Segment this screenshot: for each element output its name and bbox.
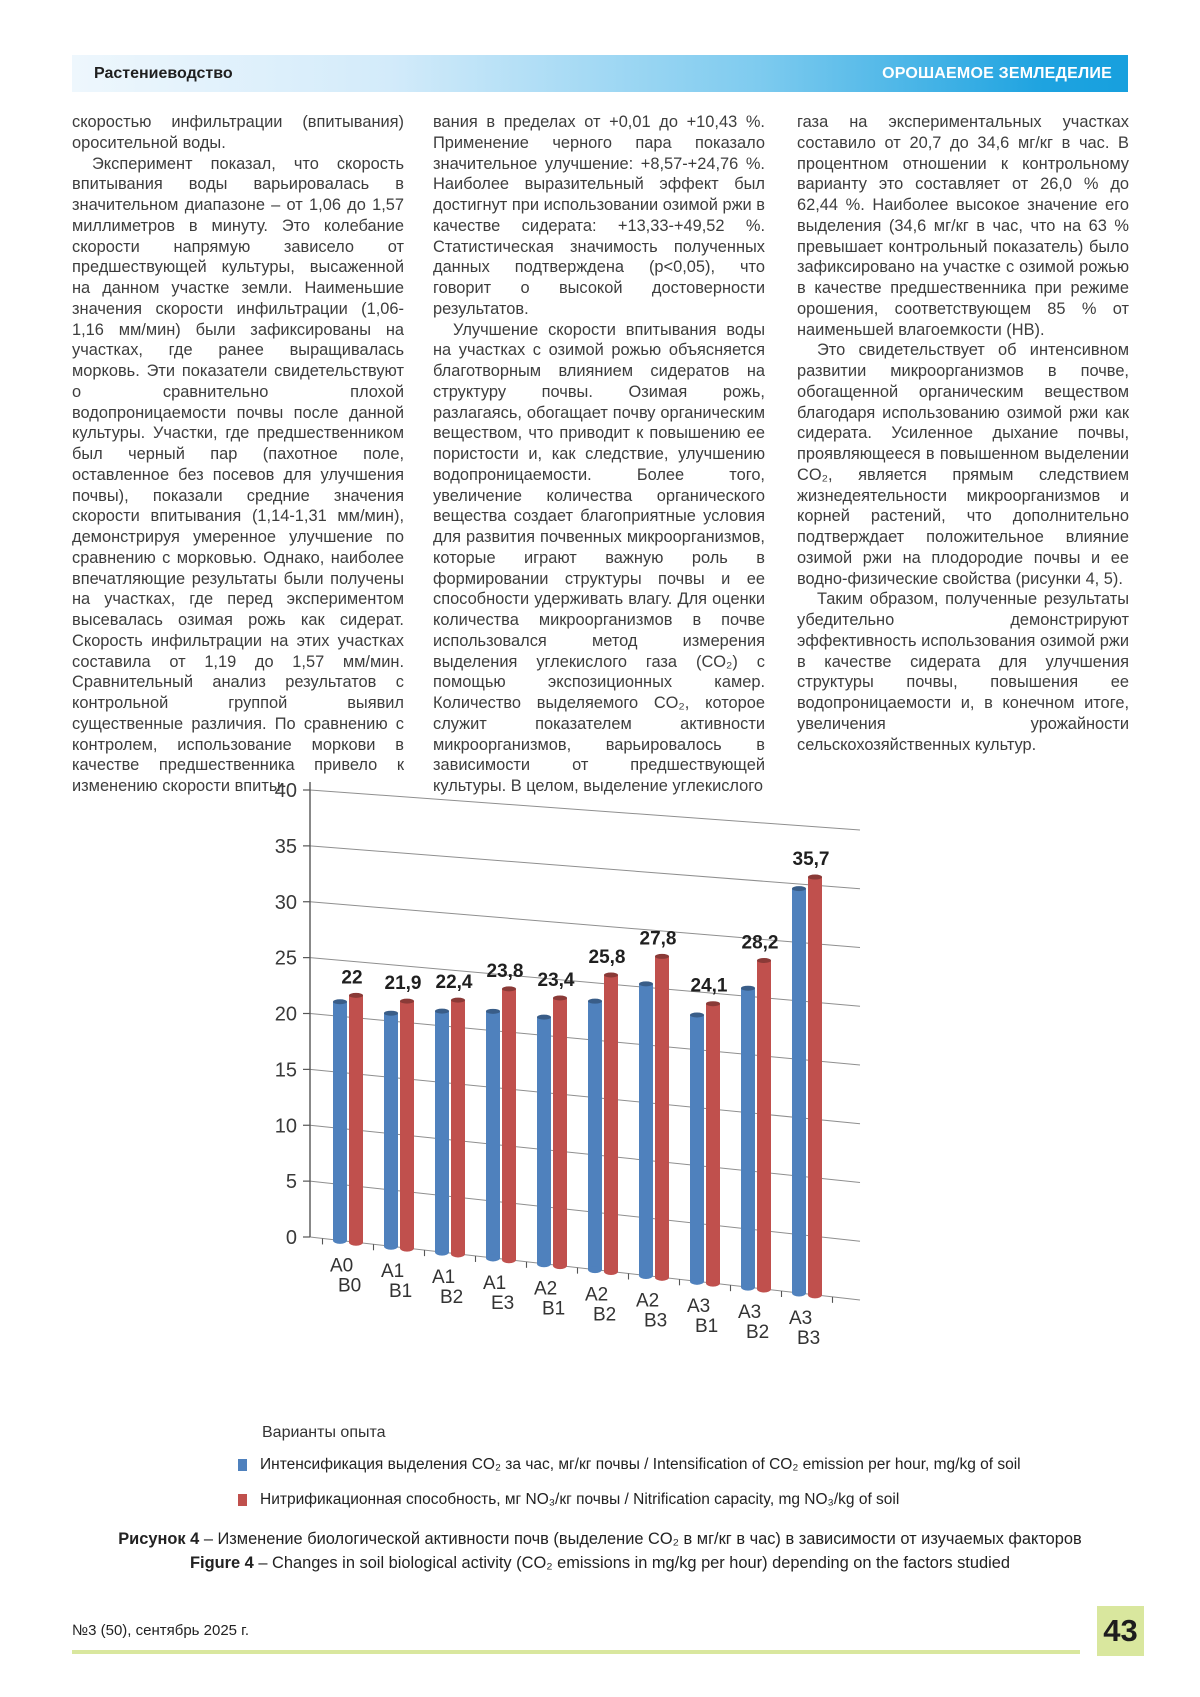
svg-text:27,8: 27,8	[640, 928, 677, 949]
caption-ru-lead: Рисунок 4	[118, 1530, 200, 1548]
svg-text:25: 25	[275, 948, 297, 970]
blue-square-icon	[238, 1459, 247, 1471]
svg-text:15: 15	[275, 1059, 297, 1081]
caption-en-lead: Figure 4	[190, 1554, 254, 1572]
svg-text:35,7: 35,7	[793, 849, 830, 870]
caption-ru-text: – Изменение биологической активности поч…	[199, 1530, 1082, 1548]
paragraph: Это свидетельствует об интенсивном разви…	[797, 341, 1129, 588]
text-column-3: газа на экспериментальных участках соста…	[797, 112, 1129, 755]
svg-text:5: 5	[286, 1171, 297, 1193]
page-number-badge: 43	[1097, 1606, 1144, 1656]
figure-caption-en: Figure 4 – Changes in soil biological ac…	[60, 1554, 1140, 1573]
paragraph: Эксперимент показал, что скорость впитыв…	[72, 154, 404, 796]
svg-text:30: 30	[275, 892, 297, 914]
footer-issue-label: №3 (50), сентябрь 2025 г.	[72, 1622, 249, 1639]
svg-text:22: 22	[341, 967, 362, 988]
paragraph: Таким образом, полученные результаты убе…	[797, 590, 1129, 754]
svg-text:23,4: 23,4	[538, 970, 575, 991]
figure-4-chart: 0 5 10 15 20 25 30 35 40 22 А0 В0 21,9 А1 В1 22,4 А1 В2 23…	[260, 772, 900, 1432]
svg-text:20: 20	[275, 1004, 297, 1026]
caption-en-text: – Changes in soil biological activity (C…	[253, 1554, 1010, 1572]
legend-label: Нитрификационная способность, мг NO₃/кг …	[260, 1491, 900, 1508]
red-square-icon	[238, 1494, 247, 1506]
figure-caption-ru: Рисунок 4 – Изменение биологической акти…	[60, 1530, 1140, 1549]
text-column-1: скоростью инфильтрации (впитывания) орос…	[72, 112, 404, 797]
svg-text:24,1: 24,1	[691, 976, 728, 997]
svg-text:23,8: 23,8	[487, 961, 524, 982]
paragraph: Улучшение скорости впитывания воды на уч…	[433, 320, 765, 796]
paragraph: скоростью инфильтрации (впитывания) орос…	[72, 113, 404, 152]
text-column-2: вания в пределах от +0,01 до +10,43 %. П…	[433, 112, 765, 797]
svg-text:28,2: 28,2	[742, 932, 779, 953]
svg-text:21,9: 21,9	[385, 973, 422, 994]
legend-label: Интенсификация выделения CO₂ за час, мг/…	[260, 1456, 1021, 1473]
legend-item-nitrification: Нитрификационная способность, мг NO₃/кг …	[238, 1491, 899, 1509]
svg-text:40: 40	[275, 780, 297, 802]
svg-text:0: 0	[286, 1227, 297, 1249]
svg-text:10: 10	[275, 1115, 297, 1137]
paragraph: вания в пределах от +0,01 до +10,43 %. П…	[433, 113, 765, 318]
section-label-left: Растениеводство	[94, 64, 233, 82]
paragraph: газа на экспериментальных участках соста…	[797, 113, 1129, 339]
svg-text:22,4: 22,4	[436, 972, 473, 993]
legend-item-co2: Интенсификация выделения CO₂ за час, мг/…	[238, 1456, 1021, 1474]
bar-chart-canvas: 0 5 10 15 20 25 30 35 40 22 А0 В0 21,9 А1 В1 22,4 А1 В2 23…	[275, 780, 861, 1349]
section-label-right: ОРОШАЕМОЕ ЗЕМЛЕДЕЛИЕ	[882, 64, 1112, 82]
footer-divider	[72, 1650, 1080, 1654]
svg-text:25,8: 25,8	[589, 947, 626, 968]
page-header-bar: Растениеводство ОРОШАЕМОЕ ЗЕМЛЕДЕЛИЕ	[72, 55, 1128, 92]
chart-x-axis-title: Варианты опыта	[262, 1424, 386, 1441]
svg-text:35: 35	[275, 836, 297, 858]
